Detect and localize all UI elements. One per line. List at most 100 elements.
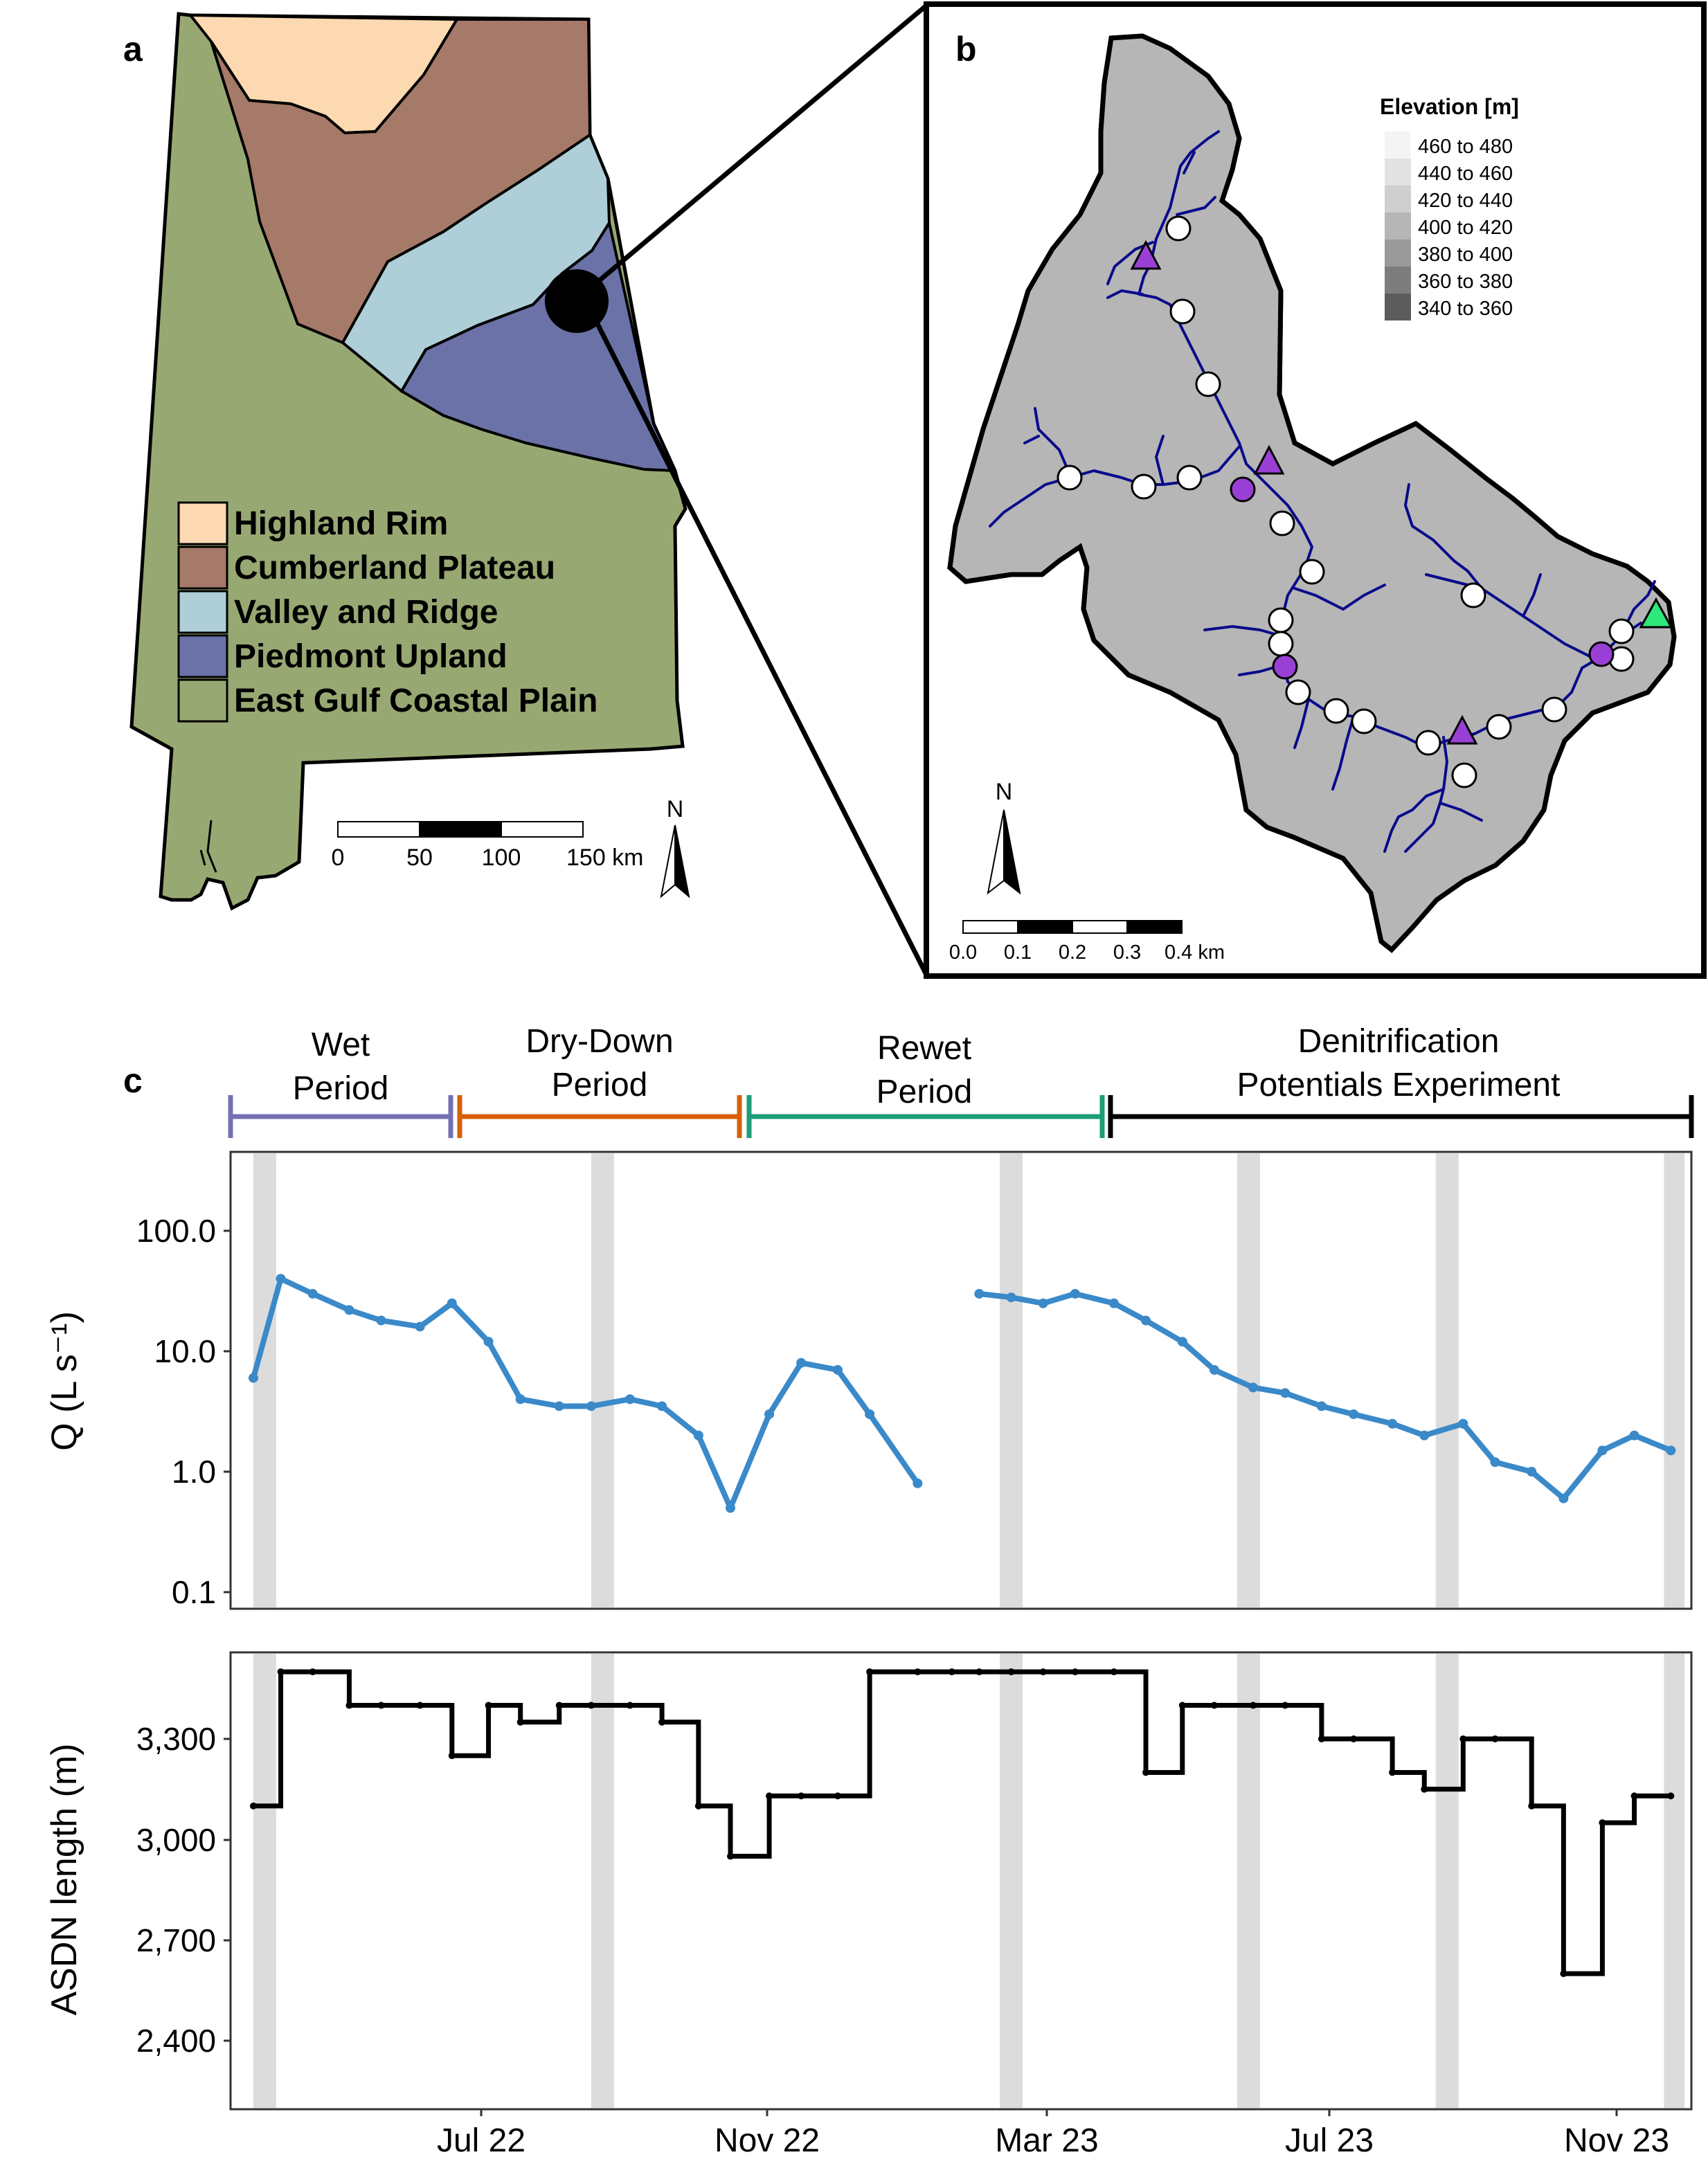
elevation-legend-title: Elevation [m] xyxy=(1380,94,1519,119)
q-point-14 xyxy=(726,1503,736,1513)
q-point-6 xyxy=(447,1298,457,1308)
q-point-4 xyxy=(376,1315,386,1326)
stream-east-trib-3 xyxy=(1404,483,1455,562)
q-point-17 xyxy=(832,1364,843,1375)
asdn-point-33 xyxy=(1389,1769,1396,1776)
q-y-axis: 100.0 10.0 1.0 0.1 Q (L s⁻¹) xyxy=(44,1213,231,1610)
legend-swatch-piedmont-upland xyxy=(177,634,228,678)
elev-label-440-460: 440 to 460 xyxy=(1418,163,1513,185)
bracket-rewet xyxy=(746,1095,1105,1138)
q-point-2 xyxy=(307,1288,318,1299)
legend-swatch-east-gulf-coastal-plain xyxy=(177,678,228,723)
q-series xyxy=(248,1274,1676,1513)
asdn-axis-title: ASDN length (m) xyxy=(44,1744,84,2016)
q-point-19 xyxy=(913,1478,923,1488)
asdn-point-38 xyxy=(1560,1970,1567,1978)
legend-label-highland-rim: Highland Rim xyxy=(234,505,448,542)
asdn-tick-label-2700: 2,700 xyxy=(136,1922,216,1958)
q-point-41 xyxy=(1666,1445,1676,1456)
asdn-tick-label-3300: 3,300 xyxy=(136,1721,216,1757)
sampling-window-2 xyxy=(1000,1654,1023,2108)
elev-swatch-380-400 xyxy=(1385,240,1411,267)
stream-south-4 xyxy=(1383,788,1445,853)
period-label-denitrification-line1: Denitrification xyxy=(1298,1023,1500,1060)
north-arrow-b: N xyxy=(987,779,1021,895)
asdn-point-24 xyxy=(1071,1668,1079,1676)
study-site-marker xyxy=(545,269,609,333)
asdn-point-18 xyxy=(866,1668,874,1676)
q-line-segment-0 xyxy=(251,1276,920,1511)
legend-label-east-gulf-coastal-plain: East Gulf Coastal Plain xyxy=(234,683,597,719)
sensor-white xyxy=(1323,698,1349,724)
stream-south-1 xyxy=(1293,698,1310,749)
stream-east-branch xyxy=(1453,559,1594,659)
asdn-point-2 xyxy=(309,1668,316,1676)
period-label-drydown-line1: Dry-Down xyxy=(525,1023,673,1060)
sensor-white xyxy=(1169,298,1196,325)
stream-upper-north xyxy=(1174,130,1220,187)
elev-label-460-480: 460 to 480 xyxy=(1418,136,1513,158)
asdn-point-14 xyxy=(727,1852,735,1860)
x-tick-label-nov22: Nov 22 xyxy=(714,2122,820,2159)
elev-swatch-340-360 xyxy=(1385,294,1411,321)
bracket-denitrification xyxy=(1108,1095,1694,1138)
scalebar-a-tick-2: 100 xyxy=(482,845,521,871)
north-arrow-a: N xyxy=(660,796,690,899)
stream-upper-x xyxy=(1183,151,1196,174)
legend-swatch-highland-rim xyxy=(177,501,228,545)
q-point-7 xyxy=(483,1337,494,1347)
asdn-point-19 xyxy=(914,1668,922,1676)
asdn-point-12 xyxy=(658,1718,666,1726)
scalebar-b-tick-2: 0.2 xyxy=(1059,941,1086,964)
asdn-point-26 xyxy=(1142,1769,1150,1776)
q-point-28 xyxy=(1209,1364,1219,1375)
asdn-point-17 xyxy=(834,1792,841,1800)
legend-label-cumberland-plateau: Cumberland Plateau xyxy=(234,550,555,586)
sampling-window-0 xyxy=(253,1654,276,2108)
q-tick-label-10: 10.0 xyxy=(154,1333,216,1369)
stream-south-5 xyxy=(1439,802,1483,822)
q-tick-label-100: 100.0 xyxy=(136,1213,216,1249)
elev-swatch-440-460 xyxy=(1385,159,1411,186)
sensor-white xyxy=(1608,618,1635,644)
scalebar-b-tick-4: 0.4 km xyxy=(1165,941,1225,964)
scalebar-a-tick-1: 50 xyxy=(406,845,433,871)
q-point-24 xyxy=(1070,1288,1080,1299)
q-point-36 xyxy=(1490,1457,1500,1468)
elev-swatch-420-440 xyxy=(1385,186,1411,213)
sampling-window-2 xyxy=(1000,1153,1023,1607)
connector-line-top xyxy=(593,3,928,286)
sensor-white xyxy=(1176,464,1203,491)
sampling-window-4 xyxy=(1435,1654,1459,2108)
q-point-26 xyxy=(1141,1315,1151,1326)
stream-mid-east-2 xyxy=(1342,584,1386,611)
q-point-35 xyxy=(1458,1418,1468,1429)
sensor-white xyxy=(1268,631,1294,657)
period-label-rewet-line1: Rewet xyxy=(877,1030,971,1067)
q-point-29 xyxy=(1248,1382,1258,1393)
x-tick-label-jul23: Jul 23 xyxy=(1285,2122,1374,2159)
asdn-point-37 xyxy=(1528,1802,1536,1810)
asdn-point-21 xyxy=(976,1668,983,1676)
sensor-white xyxy=(1460,582,1486,608)
q-point-27 xyxy=(1177,1337,1187,1347)
sensor-white xyxy=(1268,607,1294,633)
sensor-white xyxy=(1057,464,1083,491)
elevation-legend: Elevation [m] 460 to 480 440 to 460 420 … xyxy=(1380,94,1519,321)
asdn-point-41 xyxy=(1667,1792,1675,1800)
asdn-point-29 xyxy=(1250,1702,1257,1709)
connector-line-bottom xyxy=(593,318,929,976)
x-tick-label-jul22: Jul 22 xyxy=(437,2122,525,2159)
panel-b-label: b xyxy=(955,30,977,69)
outlet-green-triangle xyxy=(1639,597,1673,629)
asdn-point-22 xyxy=(1007,1668,1015,1676)
main-stem-stream xyxy=(1138,184,1642,749)
q-point-10 xyxy=(586,1401,596,1411)
sensor-purple xyxy=(1588,641,1615,667)
sampling-window-5 xyxy=(1664,1654,1685,2108)
asdn-shade-bands xyxy=(253,1654,1685,2108)
legend-label-valley-and-ridge: Valley and Ridge xyxy=(234,594,498,631)
sampling-window-5 xyxy=(1664,1153,1685,1607)
panel-a-label: a xyxy=(123,30,143,69)
